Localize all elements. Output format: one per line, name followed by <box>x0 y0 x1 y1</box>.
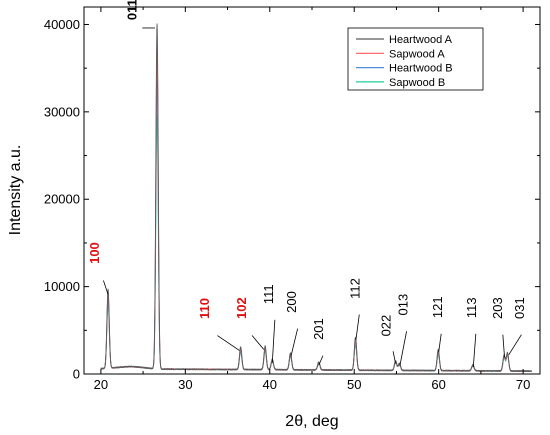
annotation-leader <box>399 331 407 367</box>
legend-label: Sapwood A <box>389 48 445 60</box>
annotation-leader <box>508 334 522 355</box>
series-line <box>100 23 532 373</box>
annotation-leader <box>217 335 240 351</box>
annotation-leader <box>318 355 324 366</box>
legend: Heartwood A Sapwood A Heartwood B Sapwood B <box>347 27 484 91</box>
y-tick-label: 20000 <box>44 192 80 207</box>
y-tick-label: 0 <box>73 367 80 382</box>
annotation-leader <box>290 328 299 357</box>
x-tick-label: 30 <box>178 377 192 392</box>
annotation-leader <box>392 351 396 364</box>
x-tick-label: 60 <box>431 377 445 392</box>
x-tick-label: 50 <box>347 377 361 392</box>
peak-label: 013 <box>395 294 410 316</box>
peak-label: 203 <box>490 297 505 319</box>
annotation-leader <box>271 319 276 363</box>
peak-label: 100 <box>87 242 102 264</box>
peak-label: 111 <box>261 284 276 304</box>
annotation-leader <box>103 280 109 295</box>
peak-label: 201 <box>311 318 326 340</box>
peak-label: 113 <box>464 297 479 318</box>
y-tick-label: 30000 <box>44 104 80 119</box>
legend-label: Sapwood B <box>389 77 445 89</box>
series-layer <box>100 23 532 373</box>
y-tick-label: 40000 <box>44 17 80 32</box>
peak-label: 121 <box>430 296 445 318</box>
legend-label: Heartwood B <box>389 63 453 75</box>
x-tick-label: 70 <box>516 377 530 392</box>
annotation-leader <box>472 333 477 368</box>
x-tick-label: 20 <box>94 377 108 392</box>
y-tick-label: 10000 <box>44 279 80 294</box>
axis-layer: 20 30 40 50 60 70 0 10000 20000 30000 40000 <box>44 7 540 392</box>
x-tick-label: 40 <box>263 377 277 392</box>
annotation-leader <box>355 314 360 340</box>
peak-label: 011 <box>124 0 139 20</box>
peak-label: 022 <box>379 315 394 337</box>
peak-label: 031 <box>512 297 527 319</box>
x-axis-title: 2θ, deg <box>285 413 338 430</box>
annotation-leader <box>502 334 505 358</box>
peak-label: 110 <box>197 298 212 319</box>
legend-label: Heartwood A <box>389 34 453 46</box>
peak-label: 112 <box>347 278 362 299</box>
peak-label: 200 <box>284 291 299 313</box>
y-axis-title: Intensity a.u. <box>7 145 24 236</box>
annotation-leader <box>251 335 265 350</box>
peak-label: 102 <box>234 297 249 319</box>
legend-box <box>347 27 484 91</box>
annotation-leader <box>438 333 442 353</box>
